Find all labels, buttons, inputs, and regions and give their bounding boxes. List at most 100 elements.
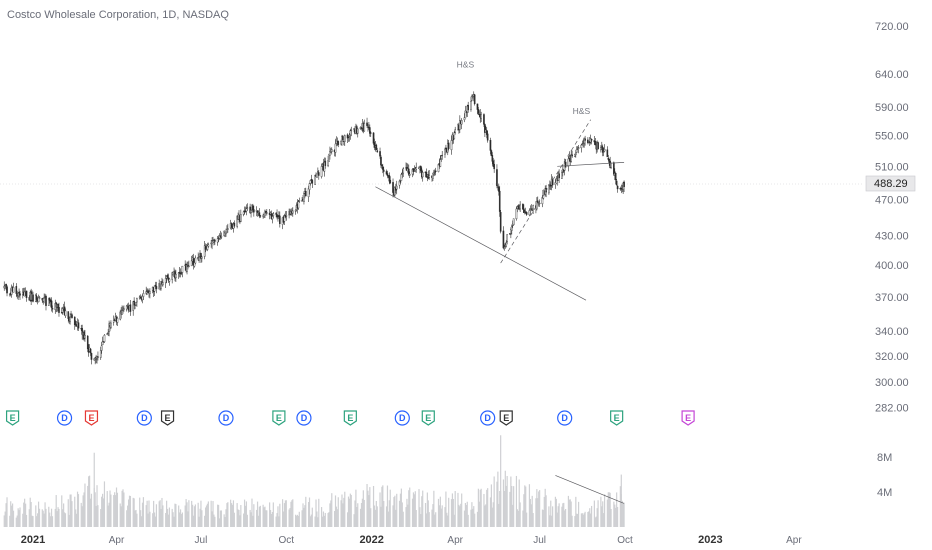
dividend-icon[interactable]: D <box>56 410 73 426</box>
candle-body <box>132 301 135 311</box>
pattern-label: H&S <box>457 60 475 70</box>
x-tick-label: Apr <box>447 535 463 546</box>
price-trendline[interactable] <box>557 161 625 167</box>
volume-bar <box>225 509 227 527</box>
volume-bar <box>426 492 428 527</box>
candle-body <box>602 151 605 153</box>
volume-bar <box>109 490 111 527</box>
volume-bar <box>578 501 580 527</box>
volume-bar <box>213 514 215 527</box>
volume-bar <box>544 488 546 527</box>
price-trendline[interactable] <box>375 186 587 301</box>
candle-body <box>5 283 7 287</box>
price-trendline[interactable] <box>500 119 591 264</box>
volume-bar <box>95 505 97 527</box>
volume-bar <box>603 513 605 527</box>
dividend-icon[interactable]: D <box>218 410 234 426</box>
dividend-icon[interactable]: D <box>480 410 496 426</box>
earnings-icon[interactable]: E <box>681 410 695 426</box>
volume-bar <box>474 513 476 527</box>
candle-body <box>519 204 521 210</box>
candle-body <box>343 135 346 142</box>
candle-body <box>346 134 349 139</box>
candle-body <box>454 129 456 133</box>
earnings-icon[interactable]: E <box>343 410 357 426</box>
candle-body <box>271 216 274 220</box>
earnings-icon[interactable]: E <box>499 410 513 426</box>
volume-trendline[interactable] <box>555 475 625 504</box>
candle-body <box>317 171 319 173</box>
volume-bar <box>218 518 221 527</box>
volume-bar <box>140 510 142 527</box>
volume-bar <box>67 499 69 527</box>
dividend-icon[interactable]: D <box>394 410 410 426</box>
volume-bar <box>49 512 51 527</box>
dividend-icon[interactable]: D <box>557 410 573 426</box>
candle-body <box>3 285 6 289</box>
candle-body <box>367 126 369 128</box>
earnings-icon[interactable]: E <box>272 410 286 426</box>
volume-bar <box>298 511 300 527</box>
y-tick-label: 340.00 <box>875 326 909 338</box>
candle-body <box>421 172 424 178</box>
candle-body <box>555 178 558 184</box>
volume-bar <box>294 514 297 527</box>
volume-bar <box>374 509 376 527</box>
candle-body <box>509 233 511 235</box>
volume-bar <box>154 516 157 527</box>
volume-bar <box>37 501 40 527</box>
volume-bar <box>146 500 148 527</box>
volume-bar <box>25 514 28 527</box>
candle-body <box>510 229 512 234</box>
candle-body <box>314 174 316 185</box>
volume-bar <box>603 494 606 527</box>
volume-bar <box>615 507 617 527</box>
candle-body <box>250 210 252 213</box>
candle-body <box>337 141 340 145</box>
volume-bar <box>472 508 474 527</box>
volume-bar <box>500 435 502 527</box>
candle-body <box>38 297 41 299</box>
y-tick-label: 590.00 <box>875 102 909 114</box>
candle-body <box>164 278 167 283</box>
dividend-icon[interactable]: D <box>296 410 312 426</box>
volume-bar <box>529 498 531 527</box>
trendlines[interactable] <box>375 119 625 504</box>
volume-bar <box>291 500 293 527</box>
volume-bar <box>141 502 144 527</box>
candle-body <box>129 304 132 312</box>
volume-bar <box>38 508 41 527</box>
candle-body <box>327 160 329 167</box>
volume-bar <box>77 494 80 527</box>
candle-body <box>413 170 416 172</box>
candle-body <box>270 213 273 219</box>
dividend-icon[interactable]: D <box>136 410 152 426</box>
volume-bar <box>152 513 154 527</box>
candle-body <box>366 122 368 126</box>
volume-bar <box>466 501 468 527</box>
earnings-icon[interactable]: E <box>84 410 99 426</box>
volume-bar <box>296 514 299 527</box>
volume-bar <box>22 513 24 527</box>
volume-bar <box>346 512 349 527</box>
volume-bar <box>616 492 618 527</box>
volume-bar <box>453 514 455 527</box>
volume-bar <box>454 491 456 527</box>
volume-bar <box>257 515 260 527</box>
volume-bar <box>120 506 122 527</box>
candle-body <box>328 154 330 162</box>
x-tick-label: 2023 <box>698 534 722 546</box>
volume-bar <box>606 499 608 527</box>
candle-body <box>81 328 83 335</box>
earnings-icon[interactable]: E <box>421 410 435 426</box>
x-tick-label: Jul <box>195 535 208 546</box>
candle-body <box>45 295 47 306</box>
earnings-icon[interactable]: E <box>5 410 20 426</box>
price-pane[interactable] <box>3 91 625 365</box>
volume-bar <box>596 508 598 527</box>
earnings-icon[interactable]: E <box>160 410 175 426</box>
volume-bar <box>450 499 453 527</box>
earnings-icon[interactable]: E <box>610 410 624 426</box>
